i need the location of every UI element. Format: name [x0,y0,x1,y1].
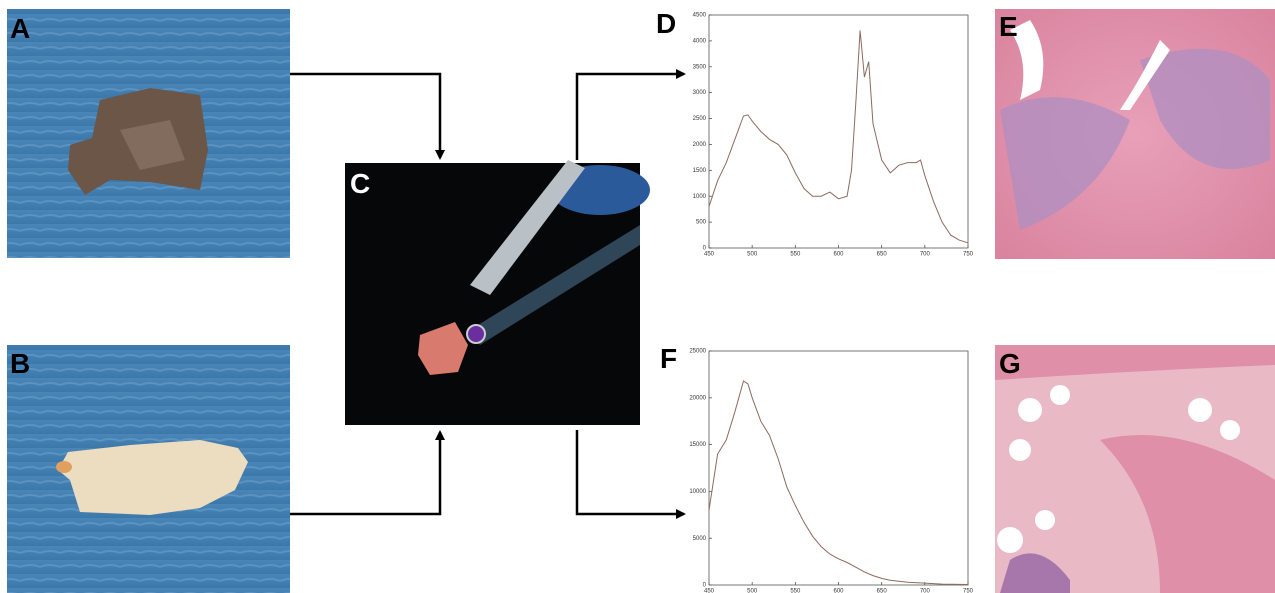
panel-label: G [999,348,1021,379]
photo-g [995,345,1275,593]
x-tick-label: 700 [920,252,931,258]
x-tick-label: 550 [790,252,801,258]
panel-label: D [656,8,676,39]
arrow [290,72,445,160]
x-tick-label: 450 [704,589,715,593]
y-tick-label: 25000 [689,349,706,355]
y-tick-label: 0 [703,583,707,589]
arrow [575,69,686,160]
y-tick-label: 10000 [689,489,706,495]
x-tick-label: 650 [877,589,888,593]
x-tick-label: 700 [920,589,931,593]
x-tick-label: 750 [963,252,974,258]
plot-frame [708,350,969,586]
y-tick-label: 3500 [693,64,707,70]
y-tick-label: 20000 [689,395,706,401]
x-tick-label: 650 [877,252,888,258]
photo-a [7,9,290,258]
y-tick-label: 15000 [689,442,706,448]
photo-e [995,9,1275,259]
plot-frame [708,14,969,249]
panel-label: C [350,168,370,199]
photo-b [7,345,290,593]
panel-label: E [999,11,1018,42]
x-tick-label: 500 [747,252,758,258]
panel-label: A [10,13,30,44]
x-tick-label: 600 [833,589,844,593]
x-tick-label: 750 [963,589,974,593]
x-tick-label: 600 [833,252,844,258]
y-tick-label: 3000 [693,90,707,96]
arrow [575,430,686,519]
y-tick-label: 2000 [693,142,707,148]
x-tick-label: 500 [747,589,758,593]
x-tick-label: 450 [704,252,715,258]
x-tick-label: 550 [790,589,801,593]
y-tick-label: 4500 [693,13,707,19]
arrow [290,430,445,516]
photo-c [345,160,650,425]
y-tick-label: 1500 [693,168,707,174]
panel-label: B [10,348,30,379]
y-tick-label: 0 [703,246,707,252]
y-tick-label: 2500 [693,116,707,122]
spectrum-line [708,30,969,244]
panel-label: F [660,343,677,374]
y-tick-label: 500 [696,220,707,226]
y-tick-label: 4000 [693,38,707,44]
y-tick-label: 5000 [693,536,707,542]
spectrum-line [708,380,969,585]
y-tick-label: 1000 [693,194,707,200]
